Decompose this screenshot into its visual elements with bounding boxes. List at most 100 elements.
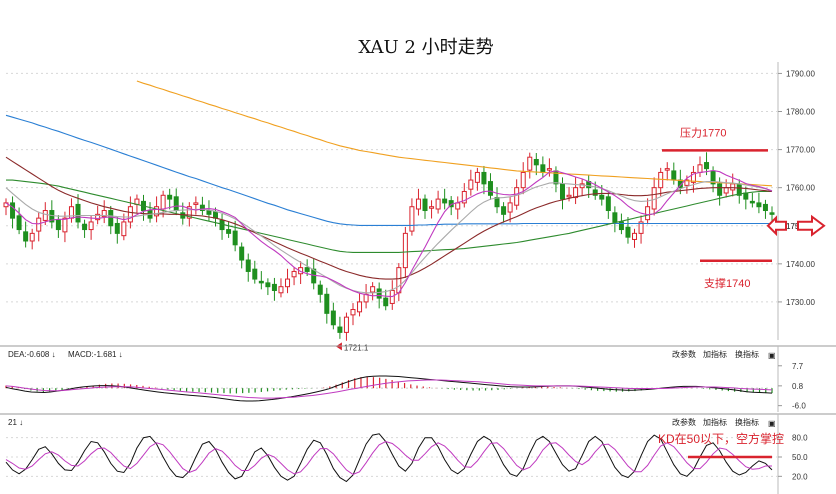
candle-body xyxy=(62,217,68,233)
candle-body xyxy=(343,316,349,333)
kd-plot xyxy=(5,433,778,483)
candle-body xyxy=(173,196,179,212)
candle-body xyxy=(520,171,526,189)
macd-y-ticks: 7.7 0.8 -6.0 xyxy=(778,362,806,411)
candle-body xyxy=(540,164,546,173)
candle-body xyxy=(487,181,493,196)
candle-body xyxy=(271,283,277,291)
candle-body xyxy=(232,230,238,246)
moving-average-lines xyxy=(5,80,773,298)
candle-body xyxy=(527,156,533,171)
candle-body xyxy=(435,198,441,210)
candle-body xyxy=(193,202,199,205)
main-y-tick-label: 1780.00 xyxy=(786,108,815,117)
macd-panel: DEA:-0.608 ↓ MACD:-1.681 ↓ 改参数 加指标 换指标 ▣… xyxy=(0,345,836,412)
candle-body xyxy=(494,197,500,208)
candle-body xyxy=(612,212,618,223)
candle-body xyxy=(474,171,480,183)
kd-y-tick-label: 50.0 xyxy=(792,453,808,462)
candle-body xyxy=(16,215,22,231)
main-y-tick-label: 1760.00 xyxy=(786,184,815,193)
candle-body xyxy=(199,204,205,212)
candle-body xyxy=(684,179,690,186)
candle-body xyxy=(285,278,291,288)
candle-body xyxy=(95,213,101,221)
kd-add-indicator-button[interactable]: 加指标 xyxy=(703,417,727,427)
macd-change-params-button[interactable]: 改参数 xyxy=(672,349,696,359)
candle-body xyxy=(304,267,310,272)
candle-body xyxy=(245,259,251,272)
chart-title: XAU 2 小时走势 xyxy=(358,37,493,58)
candle-body xyxy=(743,192,749,200)
macd-maximize-icon[interactable]: ▣ xyxy=(768,351,776,360)
candle-body xyxy=(461,190,467,204)
candle-body xyxy=(186,206,192,219)
candle-body xyxy=(566,194,572,198)
candle-body xyxy=(23,231,29,242)
kd-k-line xyxy=(5,433,773,483)
low-price-label: 1721.1 xyxy=(344,343,369,352)
moving-average-line xyxy=(136,80,773,187)
candle-body xyxy=(618,221,624,231)
candle-body xyxy=(429,206,435,209)
macd-y-tick-label: 0.8 xyxy=(792,382,804,391)
kd-y-tick-label: 80.0 xyxy=(792,434,808,443)
resistance-label: 压力1770 xyxy=(680,126,726,139)
candle-body xyxy=(599,194,605,200)
candle-body xyxy=(533,158,539,166)
candle-body xyxy=(697,164,703,173)
candle-body xyxy=(108,210,114,227)
candle-body xyxy=(127,206,133,223)
main-y-tick-label: 1740.00 xyxy=(786,260,815,269)
kd-y-tick-label: 20.0 xyxy=(792,472,808,481)
candle-body xyxy=(442,198,448,204)
macd-add-indicator-button[interactable]: 加指标 xyxy=(703,349,727,359)
candle-body xyxy=(671,170,677,181)
kd-maximize-icon[interactable]: ▣ xyxy=(768,419,776,428)
candle-body xyxy=(357,301,363,313)
candle-body xyxy=(704,162,710,170)
candle-body xyxy=(258,280,264,284)
candle-body xyxy=(573,187,579,199)
macd-switch-indicator-button[interactable]: 换指标 xyxy=(735,349,759,359)
candle-body xyxy=(514,187,520,206)
moving-average-line xyxy=(5,169,773,298)
candle-body xyxy=(101,210,107,218)
candle-body xyxy=(422,198,428,212)
candle-body xyxy=(396,267,402,294)
candle-body xyxy=(226,229,232,234)
candle-body xyxy=(749,200,755,204)
candle-body xyxy=(605,196,611,212)
candle-body xyxy=(638,221,644,234)
candle-body xyxy=(717,183,723,196)
moving-average-line xyxy=(6,179,772,253)
candle-body xyxy=(658,171,664,189)
candle-body xyxy=(291,270,297,278)
candle-body xyxy=(762,203,768,212)
dea-line xyxy=(5,379,773,399)
moving-average-line xyxy=(5,114,772,226)
macd-line xyxy=(5,375,773,402)
candle-body xyxy=(402,232,408,269)
candle-body xyxy=(723,187,729,194)
candle-body xyxy=(651,187,657,210)
candle-body xyxy=(10,202,16,219)
candle-body xyxy=(121,221,127,237)
candle-body xyxy=(730,183,736,191)
candle-body xyxy=(756,202,762,208)
candle-body xyxy=(769,212,775,215)
kd-change-params-button[interactable]: 改参数 xyxy=(672,417,696,427)
candle-body xyxy=(690,171,696,183)
kd-header-label: 21 ↓ xyxy=(8,418,23,427)
kd-y-ticks: 80.0 50.0 20.0 xyxy=(778,434,808,481)
kd-switch-indicator-button[interactable]: 换指标 xyxy=(735,417,759,427)
main-y-ticks: 1790.001780.001770.001760.001750.001740.… xyxy=(778,69,815,307)
candle-body xyxy=(645,206,651,221)
candle-body xyxy=(376,288,382,299)
candle-body xyxy=(324,293,330,314)
candle-body xyxy=(350,309,356,316)
macd-y-tick-label: -6.0 xyxy=(792,402,806,411)
support-label: 支撑1740 xyxy=(704,276,750,290)
candle-body xyxy=(337,326,343,333)
